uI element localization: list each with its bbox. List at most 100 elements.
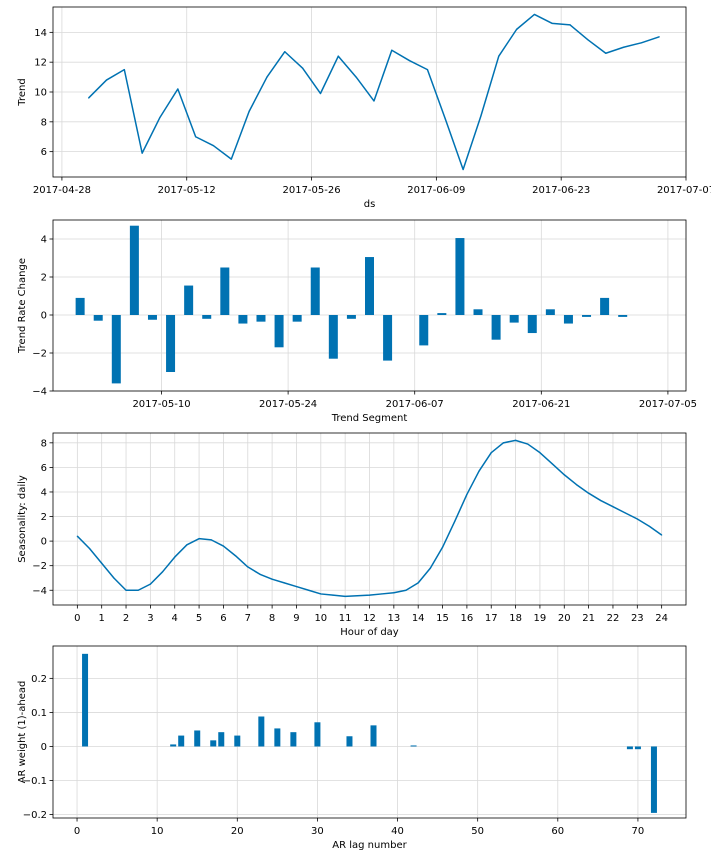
- x-tick-label: 9: [293, 613, 299, 624]
- data-point: [490, 452, 492, 454]
- data-point: [248, 110, 250, 112]
- data-point: [266, 76, 268, 78]
- bar: [166, 315, 176, 372]
- data-point: [247, 566, 249, 568]
- data-point: [466, 493, 468, 496]
- bar: [365, 257, 374, 315]
- y-tick-label: −2: [32, 349, 47, 360]
- data-point: [105, 79, 108, 81]
- bar: [129, 225, 139, 315]
- data-point: [426, 69, 429, 71]
- x-axis-label: Hour of day: [340, 627, 399, 638]
- plot-frame: [52, 645, 687, 819]
- data-point: [462, 168, 464, 171]
- x-tick-label: 2017-04-28: [33, 185, 91, 196]
- x-tick-label: 2017-07-07: [657, 185, 711, 196]
- bar: [82, 653, 89, 747]
- x-tick-label: 12: [363, 613, 376, 624]
- x-tick-label: 10: [314, 613, 327, 624]
- bar: [93, 315, 103, 321]
- bar: [111, 315, 121, 384]
- x-tick-label: 17: [485, 613, 498, 624]
- data-point: [514, 439, 517, 441]
- x-tick-label: 70: [632, 826, 645, 837]
- data-point: [319, 92, 322, 95]
- x-axis-label: AR lag number: [332, 840, 407, 851]
- panel-4: 0 10 20 30 40 50 60 70 −0.2 −0.1 0 0.1 0.2 AR lag num…: [17, 645, 687, 851]
- data-point: [344, 595, 346, 598]
- data-point: [113, 577, 115, 579]
- grid: [53, 433, 686, 605]
- y-axis-label: AR weight (1)-ahead: [17, 681, 28, 784]
- x-tick-label: 2017-06-23: [532, 185, 590, 196]
- data-point: [563, 474, 565, 476]
- data-point: [551, 22, 553, 25]
- data-point: [600, 499, 602, 502]
- data-point: [356, 595, 358, 597]
- x-tick-label: 20: [231, 826, 244, 837]
- x-tick-label: 60: [551, 826, 564, 837]
- data-point: [149, 583, 151, 585]
- y-tick-label: 0: [41, 537, 47, 548]
- data-point: [373, 100, 375, 102]
- data-point: [230, 158, 232, 160]
- grid: [53, 7, 687, 177]
- y-tick-label: 4: [41, 235, 47, 246]
- data-point: [661, 534, 663, 536]
- data-point: [409, 60, 411, 62]
- y-tick-label: 8: [41, 438, 47, 449]
- bar: [582, 315, 592, 317]
- y-axis-label: Trend: [17, 78, 28, 106]
- data-point: [658, 36, 660, 38]
- bar: [290, 732, 297, 747]
- data-point: [210, 539, 212, 541]
- x-tick-label: 5: [196, 613, 202, 624]
- data-point: [624, 512, 626, 514]
- y-tick-label: 0.1: [31, 708, 47, 719]
- bar: [346, 315, 356, 319]
- x-tick-label: 7: [245, 613, 251, 624]
- data-point: [177, 88, 179, 90]
- data-point: [284, 51, 286, 53]
- bar: [491, 315, 501, 340]
- x-tick-label: 14: [412, 613, 425, 624]
- x-tick-label: 2017-05-24: [259, 399, 317, 410]
- y-tick-label: 6: [41, 463, 47, 474]
- y-axis-label: Seasonality: daily: [17, 475, 28, 563]
- bar: [527, 315, 537, 334]
- data-point: [405, 589, 407, 591]
- data-point: [141, 152, 143, 154]
- bar: [147, 315, 157, 320]
- data-point: [393, 592, 395, 594]
- data-point: [539, 452, 541, 454]
- bar: [650, 746, 657, 813]
- x-tick-label: 20: [558, 613, 571, 624]
- data-point: [454, 520, 456, 523]
- y-tick-label: 12: [34, 58, 47, 69]
- data-point: [575, 484, 578, 486]
- data-point: [161, 571, 164, 573]
- data-point: [533, 13, 536, 16]
- data-point: [569, 24, 571, 26]
- data-point: [478, 470, 480, 472]
- y-axis-label: Trend Rate Change: [17, 258, 28, 354]
- y-tick-label: −2: [32, 561, 47, 572]
- y-tick-label: 0: [41, 742, 47, 753]
- x-tick-label: 24: [655, 613, 668, 624]
- x-axis-label: ds: [364, 199, 376, 210]
- data-point: [88, 97, 90, 99]
- bar: [75, 297, 85, 315]
- bar: [234, 735, 241, 747]
- bar: [194, 730, 201, 747]
- data-point: [320, 593, 322, 595]
- x-tick-label: 11: [339, 613, 352, 624]
- data-point: [527, 443, 529, 445]
- x-tick-label: 30: [311, 826, 324, 837]
- bar: [238, 315, 248, 324]
- bar: [210, 740, 217, 747]
- x-tick-label: 3: [147, 613, 153, 624]
- data-point: [355, 76, 357, 78]
- x-tick-label: 23: [631, 613, 644, 624]
- bar: [455, 238, 465, 315]
